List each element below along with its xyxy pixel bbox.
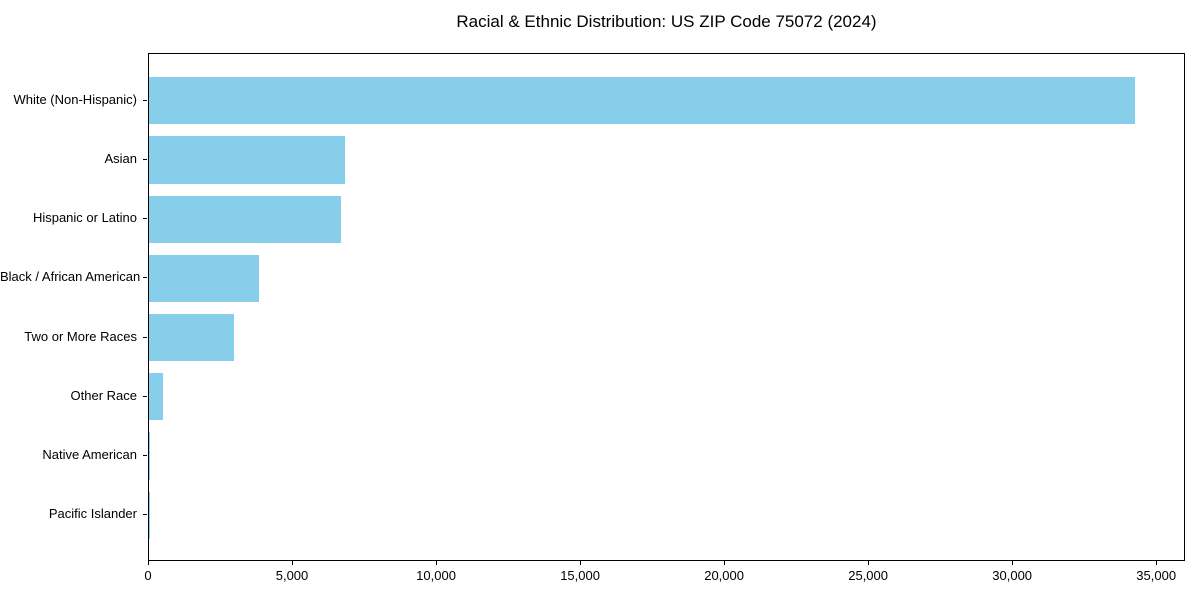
y-tick bbox=[143, 455, 147, 457]
bar bbox=[149, 136, 346, 184]
x-tick-label: 10,000 bbox=[416, 568, 456, 583]
y-tick bbox=[143, 218, 147, 220]
plot-area bbox=[148, 53, 1185, 561]
x-tick-label: 30,000 bbox=[992, 568, 1033, 583]
x-tick bbox=[291, 561, 293, 565]
x-tick-label: 35,000 bbox=[1136, 568, 1177, 583]
bar bbox=[149, 195, 342, 243]
y-tick-label: Pacific Islander bbox=[48, 506, 137, 522]
y-tick-label: Asian bbox=[104, 150, 137, 166]
y-tick-label: Other Race bbox=[70, 387, 137, 403]
bar bbox=[149, 432, 151, 480]
bar bbox=[149, 77, 1136, 125]
bar bbox=[149, 313, 235, 362]
x-tick bbox=[579, 561, 581, 565]
y-tick bbox=[143, 99, 147, 101]
y-tick bbox=[143, 158, 147, 160]
y-tick bbox=[143, 277, 147, 279]
y-tick-label: Hispanic or Latino bbox=[32, 210, 137, 226]
x-tick bbox=[147, 561, 149, 565]
y-tick-label: Native American bbox=[42, 447, 137, 463]
y-tick bbox=[143, 395, 147, 397]
x-tick-label: 5,000 bbox=[275, 568, 309, 583]
x-tick bbox=[723, 561, 725, 565]
x-tick-label: 25,000 bbox=[848, 568, 888, 583]
x-tick-label: 15,000 bbox=[560, 568, 600, 583]
y-tick bbox=[143, 336, 147, 338]
y-tick-label: Two or More Races bbox=[24, 328, 137, 344]
y-tick bbox=[143, 514, 147, 516]
bar bbox=[149, 254, 260, 303]
x-tick-label: 20,000 bbox=[704, 568, 744, 583]
y-tick-label: Black / African American bbox=[0, 269, 141, 285]
bar bbox=[149, 373, 164, 421]
x-tick bbox=[435, 561, 437, 565]
x-tick bbox=[1011, 561, 1013, 565]
chart-title: Racial & Ethnic Distribution: US ZIP Cod… bbox=[456, 12, 877, 31]
x-tick bbox=[1155, 561, 1157, 565]
y-tick-label: White (Non-Hispanic) bbox=[13, 91, 137, 107]
x-tick-label: 0 bbox=[144, 568, 152, 583]
x-tick bbox=[867, 561, 869, 565]
